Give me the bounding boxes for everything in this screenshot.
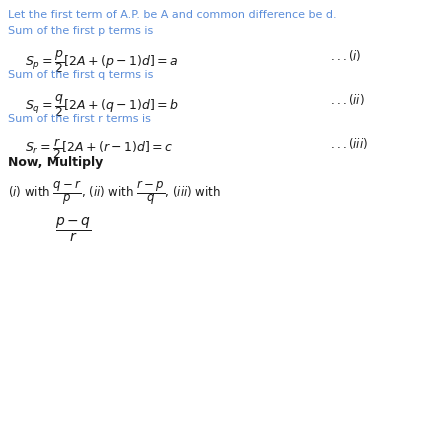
Text: $...(iii)$: $...(iii)$ <box>330 136 368 151</box>
Text: Let the first term of A.P. be A and common difference be d.: Let the first term of A.P. be A and comm… <box>8 10 337 20</box>
Text: $...(ii)$: $...(ii)$ <box>330 92 365 107</box>
Text: Sum of the first p terms is: Sum of the first p terms is <box>8 26 153 36</box>
Text: $S_{p} = \dfrac{p}{2}[2A + (p-1)d] = a$: $S_{p} = \dfrac{p}{2}[2A + (p-1)d] = a$ <box>25 48 179 75</box>
Text: $(i)$ with $\dfrac{q-r}{p}$, $(ii)$ with $\dfrac{r-p}{q}$, $(iii)$ with: $(i)$ with $\dfrac{q-r}{p}$, $(ii)$ with… <box>8 178 221 207</box>
Text: Sum of the first q terms is: Sum of the first q terms is <box>8 70 153 80</box>
Text: $...(i)$: $...(i)$ <box>330 48 362 63</box>
Text: $\dfrac{p-q}{r}$: $\dfrac{p-q}{r}$ <box>55 216 92 245</box>
Text: $S_{r} = \dfrac{r}{2}[2A + (r-1)d] = c$: $S_{r} = \dfrac{r}{2}[2A + (r-1)d] = c$ <box>25 136 173 161</box>
Text: $S_{q} = \dfrac{q}{2}[2A + (q-1)d] = b$: $S_{q} = \dfrac{q}{2}[2A + (q-1)d] = b$ <box>25 92 179 119</box>
Text: Sum of the first r terms is: Sum of the first r terms is <box>8 114 151 124</box>
Text: Now, Multiply: Now, Multiply <box>8 156 103 169</box>
